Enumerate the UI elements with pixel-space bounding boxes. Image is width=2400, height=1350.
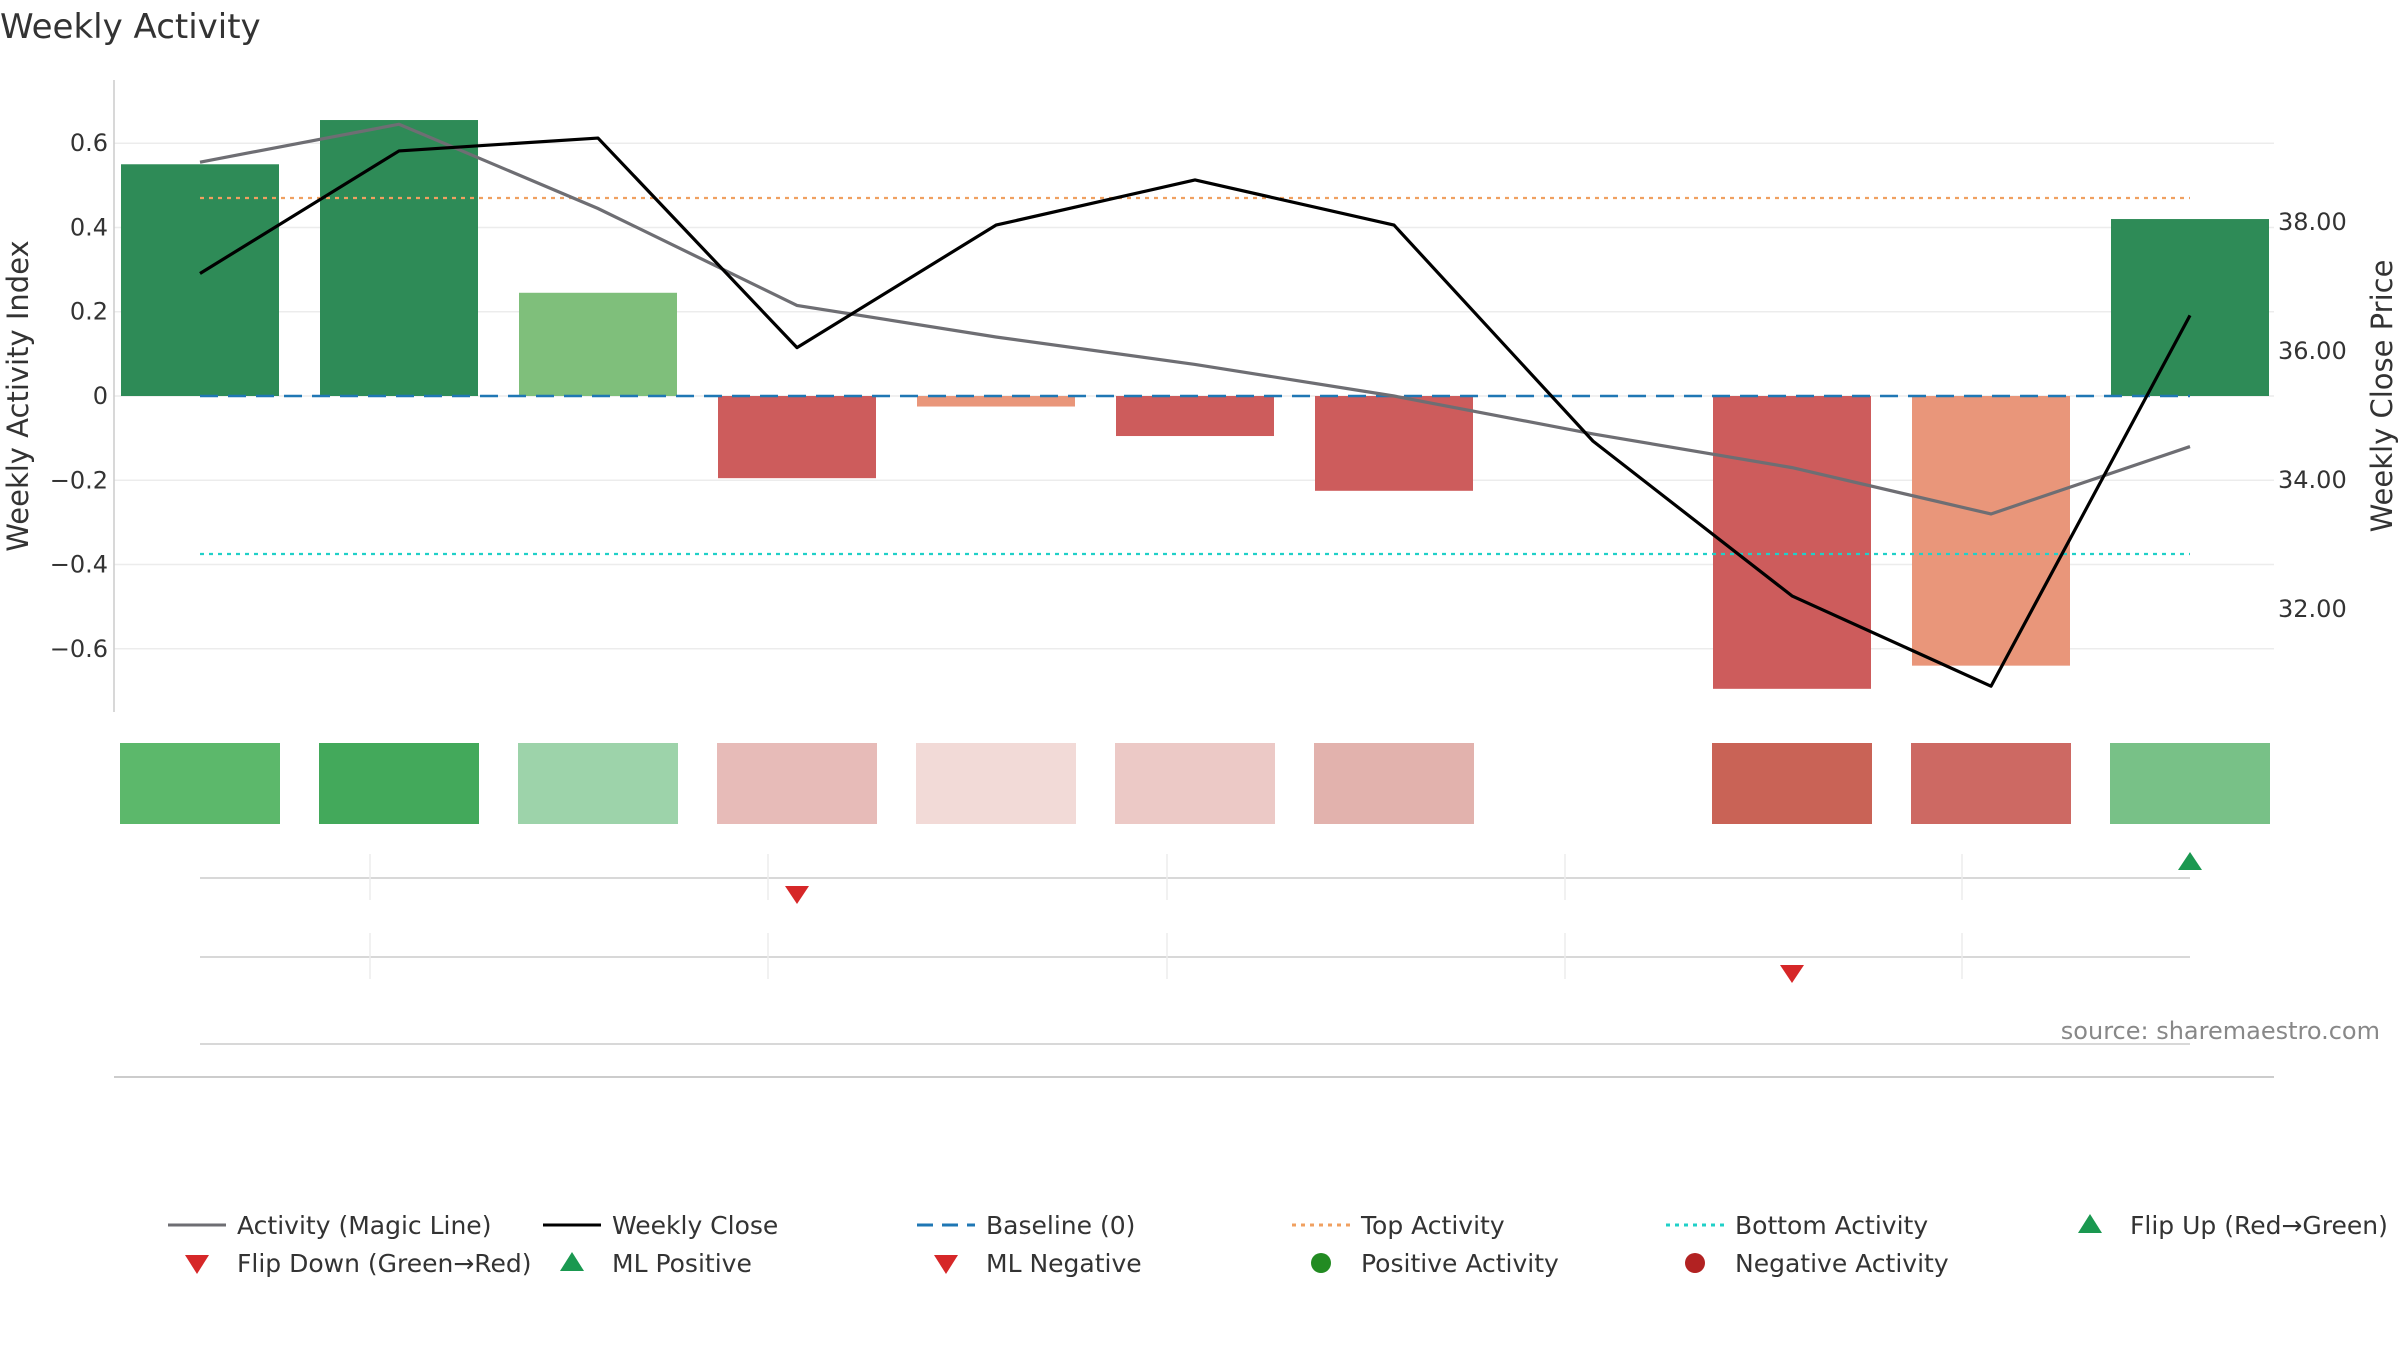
- heat-cell: [2110, 743, 2270, 824]
- legend-item: Weekly Close: [543, 1211, 778, 1240]
- legend: Activity (Magic Line) Weekly Close Baselin…: [168, 1211, 2388, 1278]
- activity-bar: [1116, 396, 1274, 437]
- legend-label: Top Activity: [1360, 1211, 1505, 1240]
- left-tick-label: 0: [93, 382, 108, 410]
- legend-label: Negative Activity: [1735, 1249, 1949, 1278]
- legend-item: Baseline (0): [917, 1211, 1135, 1240]
- legend-item: Flip Up (Red→Green): [2078, 1211, 2388, 1240]
- left-tick-label: −0.2: [50, 466, 108, 494]
- legend-item: Activity (Magic Line): [168, 1211, 491, 1240]
- activity-bar: [718, 396, 876, 479]
- activity-bar: [519, 292, 677, 396]
- legend-label: Positive Activity: [1361, 1249, 1559, 1278]
- heat-cell: [1115, 743, 1275, 824]
- right-tick-label: 38.00: [2278, 208, 2347, 236]
- left-tick-label: 0.4: [70, 213, 108, 241]
- legend-label: Activity (Magic Line): [237, 1211, 491, 1240]
- right-tick-label: 36.00: [2278, 337, 2347, 365]
- left-tick-label: 0.6: [70, 129, 108, 157]
- legend-label: ML Negative: [986, 1249, 1142, 1278]
- legend-label: Bottom Activity: [1735, 1211, 1928, 1240]
- right-tick-label: 32.00: [2278, 595, 2347, 623]
- legend-circle-icon: [1685, 1253, 1705, 1273]
- legend-label: ML Positive: [612, 1249, 752, 1278]
- right-axis-label: Weekly Close Price: [2365, 260, 2399, 533]
- right-tick-label: 34.00: [2278, 466, 2347, 494]
- chart-title: Weekly Activity: [0, 7, 261, 47]
- legend-circle-icon: [1311, 1253, 1331, 1273]
- legend-item: Top Activity: [1292, 1211, 1505, 1240]
- heat-cell: [1911, 743, 2071, 824]
- left-tick-label: −0.4: [50, 551, 108, 579]
- weekly-close-series: [199, 136, 2192, 688]
- legend-label: Flip Up (Red→Green): [2130, 1211, 2388, 1240]
- heat-cell: [518, 743, 678, 824]
- legend-label: Weekly Close: [612, 1211, 778, 1240]
- source-credit: source: sharemaestro.com: [2061, 1017, 2380, 1045]
- legend-label: Flip Down (Green→Red): [237, 1249, 532, 1278]
- legend-item: Negative Activity: [1685, 1249, 1949, 1278]
- legend-triangle-up-icon: [2078, 1214, 2102, 1233]
- legend-triangle-down-icon: [185, 1255, 209, 1274]
- legend-item: ML Positive: [560, 1249, 752, 1278]
- activity-bar: [1315, 396, 1473, 491]
- left-tick-label: 0.2: [70, 298, 108, 326]
- legend-label: Baseline (0): [986, 1211, 1135, 1240]
- heat-cell: [1712, 743, 1872, 824]
- heat-cell: [319, 743, 479, 824]
- legend-item: Bottom Activity: [1666, 1211, 1928, 1240]
- flip-down-marker: [785, 886, 809, 904]
- legend-item: Positive Activity: [1311, 1249, 1559, 1278]
- activity-bar: [1912, 396, 2070, 666]
- left-axis-label: Weekly Activity Index: [1, 240, 35, 551]
- legend-item: Flip Down (Green→Red): [185, 1249, 532, 1278]
- activity-bar: [320, 120, 478, 396]
- activity-bars: [121, 120, 2269, 689]
- legend-triangle-up-icon: [560, 1252, 584, 1271]
- left-tick-label: −0.6: [50, 635, 108, 663]
- activity-bar: [2111, 219, 2269, 396]
- heat-cell: [717, 743, 877, 824]
- activity-heat-strip: [120, 743, 2270, 824]
- flip-down-marker: [1780, 965, 1804, 983]
- flip-panels: [114, 852, 2274, 1078]
- legend-triangle-down-icon: [934, 1255, 958, 1274]
- activity-bar: [121, 164, 279, 396]
- reference-lines: [200, 196, 2190, 556]
- heat-cell: [1314, 743, 1474, 824]
- activity-bar: [1713, 396, 1871, 689]
- magic-line-series: [199, 122, 2191, 516]
- axes: 0.6 0.4 0.2 0 −0.2 −0.4 −0.6 38.00 36.00 34.00 32.…: [50, 80, 2347, 712]
- legend-item: ML Negative: [934, 1249, 1142, 1278]
- activity-bar: [917, 396, 1075, 407]
- heat-cell: [120, 743, 280, 824]
- series-lines: [199, 122, 2192, 688]
- flip-up-marker: [2178, 852, 2202, 870]
- heat-cell: [916, 743, 1076, 824]
